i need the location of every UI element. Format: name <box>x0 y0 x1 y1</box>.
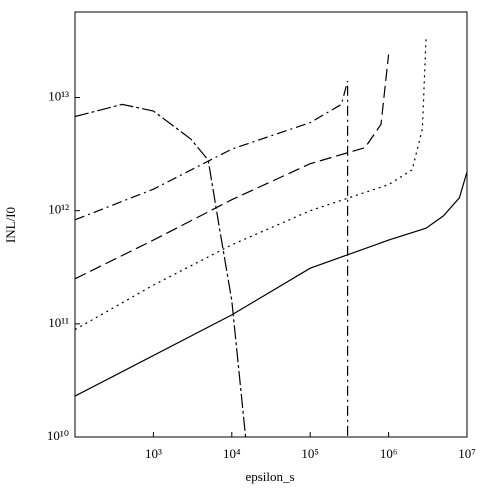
series-line <box>75 171 467 397</box>
series-line <box>75 54 390 280</box>
x-tick-label: 10⁴ <box>223 446 241 461</box>
lines <box>75 38 467 437</box>
x-axis-label: epsilon_s <box>245 469 294 484</box>
x-tick-label: 10⁵ <box>301 446 319 461</box>
y-tick-label: 10¹³ <box>48 89 69 104</box>
x-tick-label: 10⁶ <box>380 446 398 461</box>
x-tick-label: 10³ <box>145 446 162 461</box>
series-line <box>75 103 247 437</box>
y-axis-label: INL/I0 <box>3 207 18 243</box>
series-line <box>75 38 427 331</box>
series-line <box>75 80 349 437</box>
y-tick-label: 10¹² <box>48 202 69 217</box>
plot-frame <box>74 11 468 438</box>
x-tick-label: 10⁷ <box>458 446 476 461</box>
y-tick-label: 10¹¹ <box>48 315 69 330</box>
y-tick-label: 10¹⁰ <box>47 428 69 443</box>
